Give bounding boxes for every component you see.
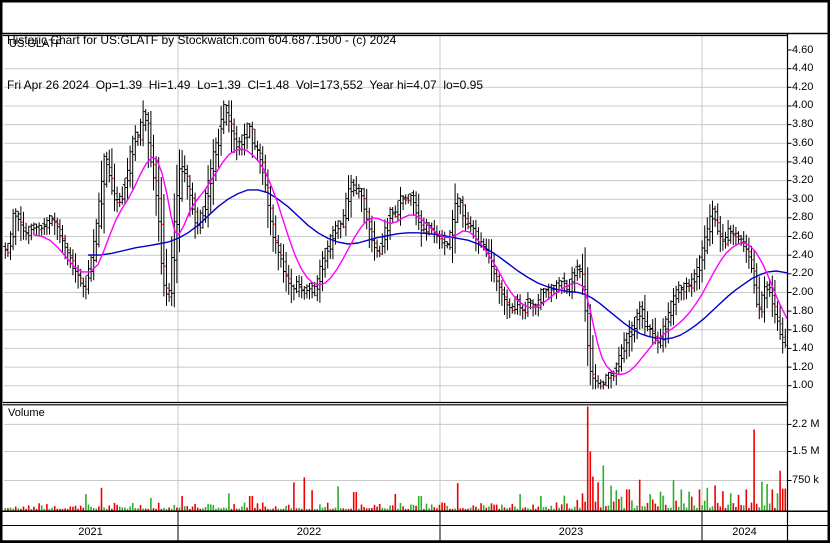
year-label: 2021 [78,526,103,538]
price-tick-label: 4.00 [792,99,814,112]
price-tick-label: 4.60 [792,43,814,56]
price-tick-label: 1.00 [792,379,814,392]
volume-tick-label: 750 k [792,474,819,486]
header-line-2: Fri Apr 26 2024 Op=1.39 Hi=1.49 Lo=1.39 … [7,78,484,92]
volume-tick-label: 1.5 M [792,445,820,457]
price-tick-label: 3.20 [792,174,814,187]
volume-tick-label: 2.2 M [792,417,820,430]
price-tick-label: 4.40 [792,62,814,75]
price-tick-label: 2.60 [792,230,814,242]
symbol-label: US:GLATF [9,38,62,50]
year-label: 2024 [732,526,757,538]
price-tick-label: 2.40 [792,248,814,261]
price-tick-label: 3.00 [792,192,814,205]
year-label: 2023 [558,526,584,538]
price-tick-label: 2.80 [792,211,814,224]
price-tick-label: 1.60 [792,323,814,336]
price-tick-label: 2.20 [792,267,814,280]
price-tick-label: 3.60 [792,136,814,149]
price-tick-label: 1.40 [792,341,814,354]
price-tick-label: 2.00 [792,285,814,298]
volume-panel-label: Volume [8,407,45,419]
price-tick-label: 1.80 [792,304,814,317]
header-line-1: Historic Chart for US:GLATF by Stockwatc… [7,33,397,47]
chart-header: Historic Chart for US:GLATF by Stockwatc… [7,3,483,123]
price-tick-label: 4.20 [792,80,814,93]
price-tick-label: 3.40 [792,155,814,168]
price-tick-label: 3.80 [792,118,814,131]
year-label: 2022 [296,526,322,538]
price-tick-label: 1.20 [792,360,814,373]
